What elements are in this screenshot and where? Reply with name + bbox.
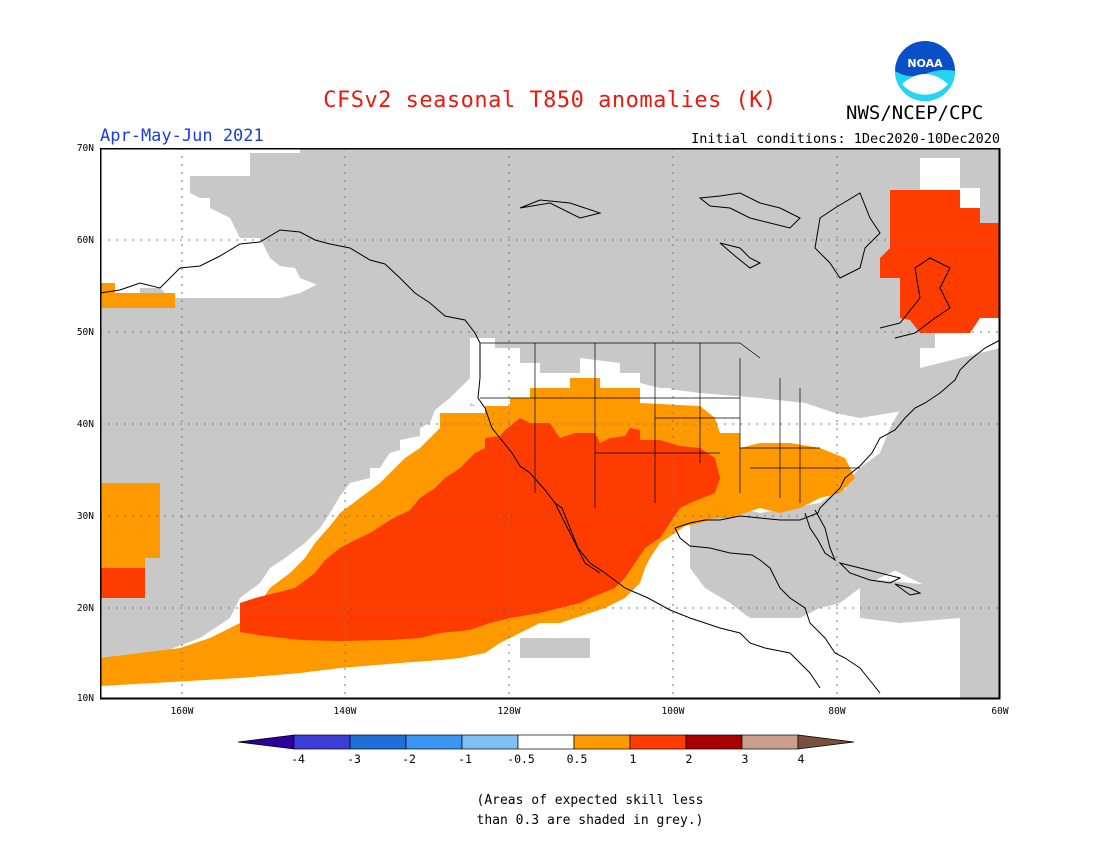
lon-label-100w: 100W <box>661 706 685 717</box>
colorbar-box-9 <box>741 734 799 750</box>
colorbar-label-minus4: -4 <box>291 752 305 766</box>
colorbar-box-2 <box>349 734 407 750</box>
colorbar-label-2: 2 <box>685 752 693 766</box>
colorbar-label-3: 3 <box>741 752 749 766</box>
colorbar-label-minus2: -2 <box>402 752 416 766</box>
lat-label-70n: 70N <box>76 143 94 154</box>
skill-note-line1: (Areas of expected skill less <box>476 793 704 808</box>
colorbar-label-minus3: -3 <box>347 752 361 766</box>
lat-label-20n: 20N <box>76 603 94 614</box>
lon-label-160w: 160W <box>170 706 194 717</box>
lat-label-30n: 30N <box>76 511 94 522</box>
colorbar-box-6 <box>573 734 631 750</box>
lat-label-60n: 60N <box>76 235 94 246</box>
logo-text: NOAA <box>907 57 943 70</box>
lon-label-80w: 80W <box>828 706 846 717</box>
lon-label-60w: 60W <box>991 706 1009 717</box>
lon-label-120w: 120W <box>497 706 521 717</box>
lat-label-50n: 50N <box>76 327 94 338</box>
agency-label: NWS/NCEP/CPC <box>846 102 984 124</box>
coastlines <box>100 192 1001 694</box>
graticule <box>100 148 1000 699</box>
state-borders <box>480 342 860 508</box>
map-title: CFSv2 seasonal T850 anomalies (K) <box>323 88 777 113</box>
skill-note: (Areas of expected skill less than 0.3 a… <box>440 791 740 831</box>
lat-label-40n: 40N <box>76 419 94 430</box>
map-frame <box>100 148 1001 700</box>
colorbar-box-7 <box>629 734 687 750</box>
lon-label-140w: 140W <box>333 706 357 717</box>
colorbar-box-3 <box>405 734 463 750</box>
colorbar-box-1 <box>293 734 351 750</box>
noaa-logo: NOAA <box>895 41 955 101</box>
colorbar <box>238 734 855 750</box>
colorbar-box-8 <box>685 734 743 750</box>
anomaly-1-to-2-region <box>100 190 1000 641</box>
colorbar-label-4: 4 <box>797 752 805 766</box>
skill-note-line2: than 0.3 are shaded in grey.) <box>476 813 704 828</box>
colorbar-label-minus0-5: -0.5 <box>507 752 535 766</box>
anomaly-map <box>100 148 1001 700</box>
initial-conditions-label: Initial conditions: 1Dec2020-10Dec2020 <box>691 131 1000 147</box>
colorbar-label-1: 1 <box>629 752 637 766</box>
colorbar-box-5 <box>517 734 575 750</box>
colorbar-label-minus1: -1 <box>458 752 472 766</box>
colorbar-box-4 <box>461 734 519 750</box>
colorbar-arrow-high <box>797 734 855 750</box>
colorbar-arrow-low <box>238 734 295 750</box>
low-skill-grey-region <box>100 148 1000 699</box>
colorbar-label-0-5: 0.5 <box>566 752 588 766</box>
lat-label-10n: 10N <box>76 693 94 704</box>
season-label: Apr-May-Jun 2021 <box>100 126 264 146</box>
